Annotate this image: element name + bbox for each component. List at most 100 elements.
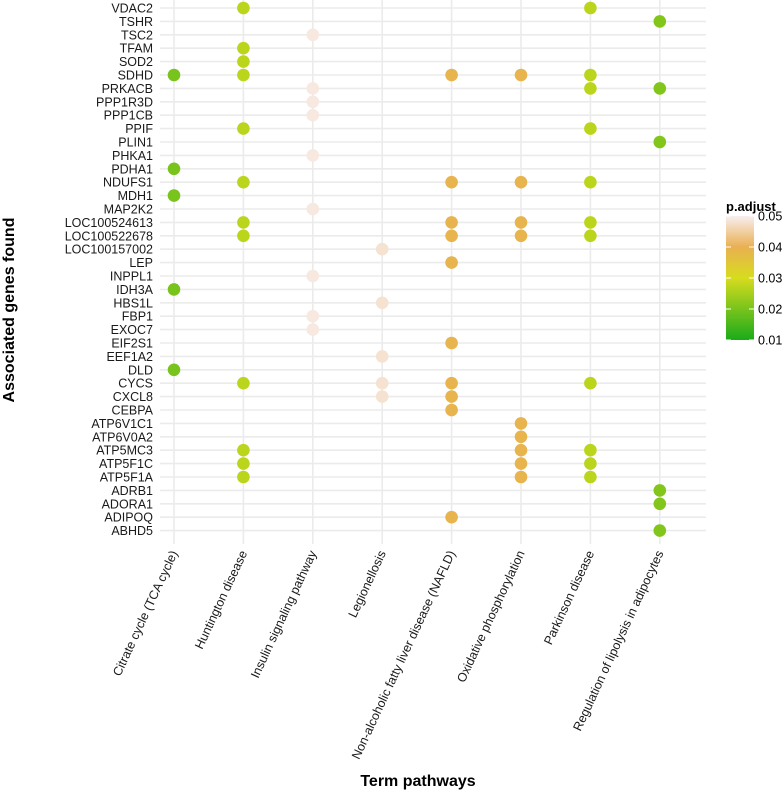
legend-tick-label: 0.03 [758, 272, 782, 286]
data-point [306, 28, 320, 42]
data-point [237, 1, 250, 15]
data-point [584, 470, 597, 484]
data-point [237, 55, 250, 68]
data-point [306, 108, 320, 122]
y-tick-label: PHKA1 [112, 149, 153, 163]
data-point [375, 242, 389, 256]
data-point [445, 336, 458, 350]
data-point [237, 41, 250, 55]
legend-tick-label: 0.04 [758, 241, 782, 255]
data-point [237, 216, 250, 229]
data-point [445, 68, 458, 82]
data-point [375, 350, 389, 363]
y-tick-label: ATP5MC3 [96, 444, 153, 458]
y-tick-label: IDH3A [116, 283, 153, 297]
x-tick-label: Citrate cycle (TCA cycle) [110, 548, 181, 678]
data-point [306, 309, 320, 323]
y-tick-label: SOD2 [119, 55, 153, 69]
y-tick-label: EXOC7 [111, 323, 153, 337]
data-point [584, 1, 597, 15]
data-point [375, 296, 389, 310]
data-point [514, 417, 528, 430]
y-tick-label: ATP5F1C [99, 457, 153, 471]
data-point [584, 122, 597, 135]
y-tick-label: ADIPOQ [104, 511, 153, 525]
data-point [237, 229, 250, 243]
legend-tick-label: 0.05 [758, 210, 782, 224]
y-tick-label: TFAM [120, 42, 153, 56]
data-point [584, 82, 597, 95]
data-point [514, 229, 528, 243]
legend-tick-label: 0.01 [758, 334, 782, 348]
y-tick-labels: VDAC2TSHRTSC2TFAMSOD2SDHDPRKACBPPP1R3DPP… [65, 2, 154, 539]
y-tick-label: EEF1A2 [106, 350, 153, 364]
data-point [653, 82, 667, 95]
data-point [306, 323, 320, 336]
data-point [306, 202, 320, 216]
data-point [167, 363, 181, 377]
data-point [445, 256, 458, 269]
data-point [445, 376, 458, 390]
data-point [584, 216, 597, 229]
x-tick-label: Insulin signaling pathway [248, 548, 320, 681]
data-point [584, 457, 597, 470]
y-tick-label: VDAC2 [111, 2, 153, 16]
data-point [306, 82, 320, 95]
data-point [237, 443, 250, 457]
data-point [237, 457, 250, 470]
y-tick-label: CYCS [118, 377, 153, 391]
data-point [306, 149, 320, 162]
x-tick-label: Huntington disease [192, 548, 250, 651]
data-point [514, 470, 528, 484]
data-point [375, 376, 389, 390]
data-point [306, 269, 320, 283]
data-point [514, 68, 528, 82]
y-tick-label: LOC100524613 [65, 216, 153, 230]
data-point [653, 484, 667, 497]
y-tick-label: ATP5F1A [100, 471, 154, 485]
y-tick-label: TSHR [119, 15, 153, 29]
x-tick-label: Oxidative phosphorylation [454, 548, 527, 684]
data-point [306, 95, 320, 109]
data-point [237, 68, 250, 82]
y-tick-label: NDUFS1 [103, 176, 153, 190]
legend-tick-label: 0.02 [758, 303, 782, 317]
x-tick-labels: Citrate cycle (TCA cycle) Huntington dise… [110, 548, 666, 762]
y-tick-label: LOC100157002 [65, 243, 153, 257]
legend: p.adjust 0.05 0.04 0.03 0.02 0.01 [726, 199, 782, 348]
data-point [237, 470, 250, 484]
data-point [445, 216, 458, 229]
y-tick-label: PRKACB [102, 82, 153, 96]
data-point [514, 216, 528, 229]
data-point [514, 457, 528, 470]
y-tick-label: INPPL1 [110, 270, 153, 284]
data-point [237, 122, 250, 135]
y-tick-label: PPP1CB [104, 109, 153, 123]
x-tick-label: Legionellosis [346, 548, 389, 619]
data-point [445, 229, 458, 243]
data-point [653, 135, 667, 149]
data-point [514, 430, 528, 444]
y-tick-label: MAP2K2 [104, 203, 153, 217]
data-point [653, 15, 667, 28]
y-tick-label: ADORA1 [102, 497, 153, 511]
y-tick-label: PPIF [125, 122, 153, 136]
y-tick-label: HBS1L [113, 296, 153, 310]
data-point [514, 175, 528, 189]
y-tick-label: LOC100522678 [65, 229, 153, 243]
data-point [167, 189, 181, 202]
data-point [653, 524, 667, 537]
data-point [445, 510, 458, 524]
y-tick-label: CXCL8 [113, 390, 153, 404]
y-tick-label: LEP [129, 256, 153, 270]
data-point [167, 162, 181, 176]
y-tick-label: MDH1 [118, 189, 153, 203]
data-point [167, 68, 181, 82]
data-point [445, 175, 458, 189]
data-point [167, 283, 181, 296]
y-tick-label: PLIN1 [118, 136, 153, 150]
y-tick-label: CEBPA [112, 404, 154, 418]
data-point [584, 376, 597, 390]
